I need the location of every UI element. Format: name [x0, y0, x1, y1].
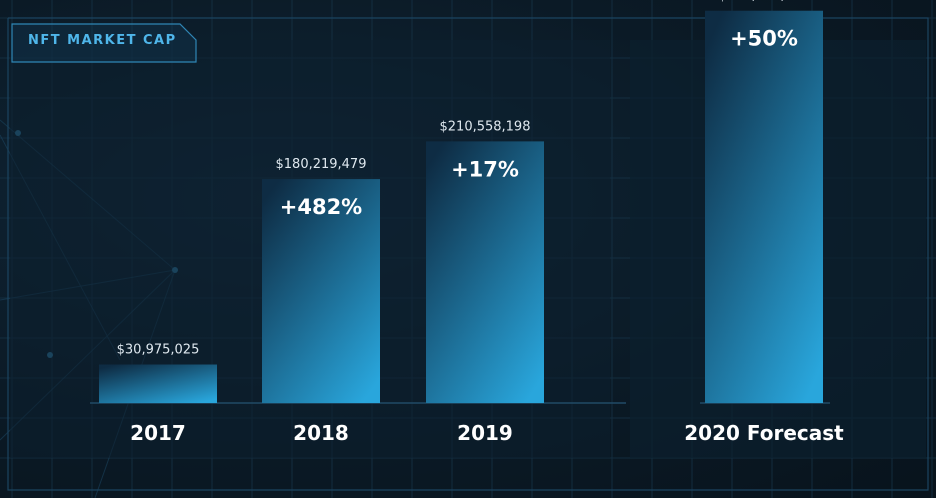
growth-label: +17% [451, 157, 519, 181]
chart-title: NFT MARKET CAP [28, 33, 177, 48]
growth-label: +50% [730, 27, 798, 51]
outer-frame [7, 17, 929, 491]
value-label: $315,712,346 [719, 0, 810, 4]
value-label: $30,975,025 [117, 343, 200, 358]
title-tab-frame [11, 23, 197, 63]
bar-2017 [99, 364, 217, 403]
bar-2018 [262, 179, 380, 403]
bar-2020-forecast [705, 10, 823, 403]
x-tick-label: 2020 Forecast [684, 421, 844, 445]
x-tick-label: 2018 [293, 421, 349, 445]
growth-label: +482% [280, 195, 362, 219]
bar-2019 [426, 141, 544, 403]
value-label: $180,219,479 [276, 157, 367, 172]
x-tick-label: 2017 [130, 421, 186, 445]
value-label: $210,558,198 [440, 119, 531, 134]
x-tick-label: 2019 [457, 421, 513, 445]
